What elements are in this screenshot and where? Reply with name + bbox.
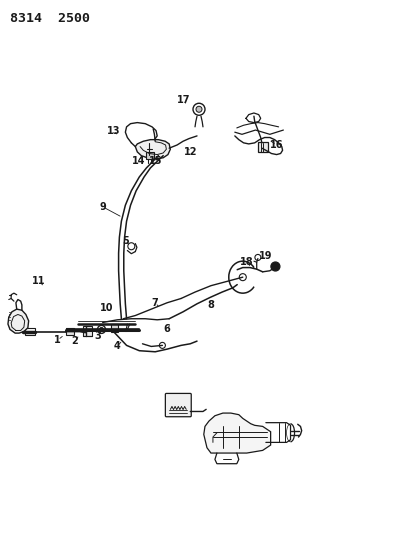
Text: 10: 10 [100,303,113,312]
Bar [111,324,118,332]
Text: 1: 1 [55,335,61,345]
Text: 11: 11 [32,277,46,286]
Circle shape [196,106,202,112]
Bar [25,328,35,335]
Bar [66,328,74,335]
Text: 17: 17 [177,95,191,105]
Circle shape [128,243,135,250]
Text: 14: 14 [132,156,145,166]
Text: 4: 4 [114,342,121,351]
Text: 2: 2 [72,336,78,346]
Text: 5: 5 [122,236,129,246]
Text: 3: 3 [94,331,101,341]
Text: 16: 16 [270,140,283,150]
Text: 15: 15 [148,156,162,166]
Circle shape [159,342,166,349]
Circle shape [100,327,103,332]
Circle shape [239,273,246,281]
Text: 13: 13 [107,126,120,135]
Circle shape [98,325,105,334]
Polygon shape [204,413,271,453]
Bar [146,152,154,159]
Polygon shape [8,309,29,333]
Circle shape [255,254,261,261]
Circle shape [271,262,280,271]
Polygon shape [135,140,170,159]
Text: 9: 9 [100,202,106,212]
Circle shape [193,103,205,115]
Bar [83,326,92,336]
Bar [258,142,268,152]
Text: 12: 12 [184,147,198,157]
Text: 8: 8 [207,300,215,310]
Text: 7: 7 [152,298,158,308]
Text: 8314  2500: 8314 2500 [10,12,90,25]
Text: 18: 18 [240,257,254,267]
Text: 6: 6 [163,325,170,334]
Text: 19: 19 [259,251,273,261]
FancyBboxPatch shape [165,393,191,417]
